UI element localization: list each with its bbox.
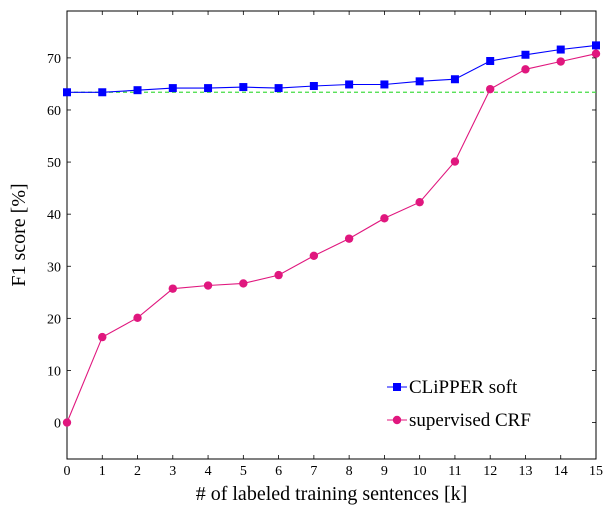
point-clipper-soft [521, 50, 530, 59]
legend-label-supervised-crf: supervised CRF [409, 410, 531, 431]
point-supervised-crf [203, 281, 213, 290]
x-tick-label: 0 [64, 464, 71, 479]
x-tick-label: 10 [413, 464, 427, 479]
point-supervised-crf [591, 49, 601, 58]
x-tick-label: 1 [99, 464, 106, 479]
legend-marker-clipper-soft [393, 383, 401, 391]
point-supervised-crf [309, 251, 319, 261]
y-tick-label: 0 [54, 417, 61, 432]
x-tick-label: 14 [554, 464, 568, 479]
point-supervised-crf [380, 214, 389, 223]
point-clipper-soft [274, 84, 283, 93]
x-tick-label: 7 [310, 464, 317, 479]
point-clipper-soft [345, 80, 354, 89]
point-clipper-soft [168, 84, 177, 93]
y-tick-label: 10 [47, 364, 61, 379]
point-clipper-soft [98, 88, 107, 97]
point-supervised-crf [344, 234, 354, 243]
point-supervised-crf [168, 284, 177, 293]
legend-entry-supervised-crf [387, 415, 407, 425]
point-clipper-soft [486, 57, 495, 66]
x-tick-label: 4 [205, 464, 212, 479]
point-clipper-soft [556, 45, 565, 54]
y-tick-label: 60 [47, 104, 61, 119]
x-tick-label: 3 [169, 464, 176, 479]
point-supervised-crf [133, 313, 142, 323]
x-tick-label: 12 [483, 464, 497, 479]
point-clipper-soft [415, 77, 424, 86]
y-tick-label: 50 [47, 156, 61, 171]
point-supervised-crf [274, 270, 283, 280]
x-tick-label: 15 [589, 464, 603, 479]
y-tick-label: 70 [47, 52, 61, 67]
x-tick-label: 13 [518, 464, 532, 479]
x-tick-label: 5 [240, 464, 247, 479]
x-axis-label: # of labeled training sentences [k] [196, 483, 468, 505]
series-line-supervised-crf [66, 53, 597, 423]
legend: CLiPPER soft supervised CRF [387, 377, 531, 431]
point-supervised-crf [450, 157, 460, 166]
point-clipper-soft [380, 80, 389, 89]
point-supervised-crf [62, 418, 72, 427]
legend-marker-supervised-crf [392, 415, 402, 425]
point-supervised-crf [239, 279, 248, 288]
point-supervised-crf [415, 197, 424, 207]
point-supervised-crf [556, 57, 565, 66]
legend-entry-clipper-soft [387, 383, 407, 391]
series-line-clipper-soft [67, 44, 597, 93]
point-clipper-soft [239, 83, 248, 92]
point-clipper-soft [204, 84, 213, 93]
x-tick-label: 8 [346, 464, 353, 479]
x-tick-label: 6 [275, 464, 282, 479]
point-clipper-soft [592, 41, 600, 50]
point-supervised-crf [98, 332, 107, 342]
point-clipper-soft [133, 86, 142, 95]
y-axis-label: F1 score [%] [8, 183, 30, 286]
point-clipper-soft [309, 82, 318, 91]
y-tick-label: 20 [47, 312, 61, 327]
legend-label-clipper-soft: CLiPPER soft [409, 377, 518, 398]
x-tick-label: 11 [448, 464, 461, 479]
plot-frame [66, 10, 597, 460]
point-supervised-crf [521, 65, 530, 74]
y-tick-label: 40 [47, 208, 61, 223]
y-tick-label: 30 [47, 260, 61, 275]
point-clipper-soft [63, 88, 71, 97]
point-clipper-soft [450, 75, 459, 84]
x-tick-label: 2 [134, 464, 141, 479]
x-tick-label: 9 [381, 464, 388, 479]
point-supervised-crf [486, 84, 495, 94]
